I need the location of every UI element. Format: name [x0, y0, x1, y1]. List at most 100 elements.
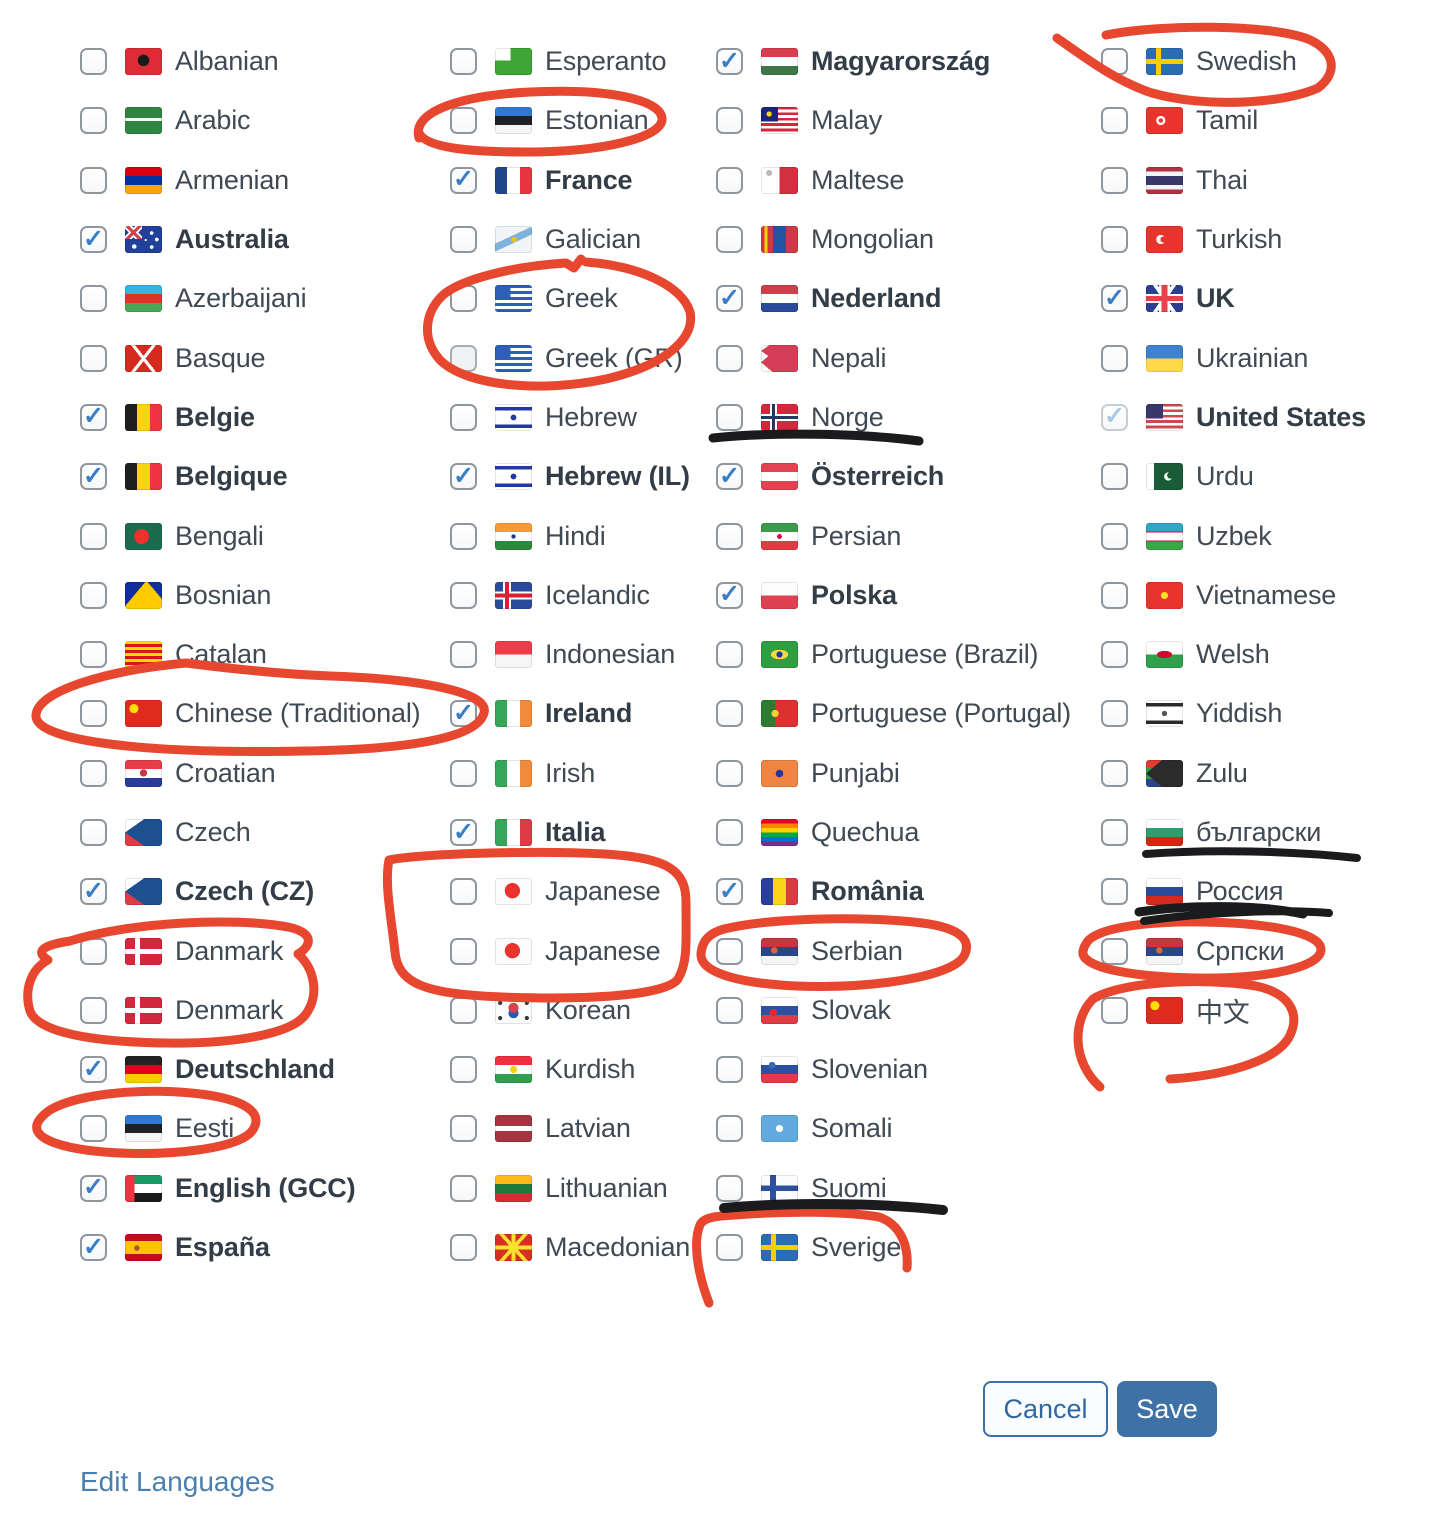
language-checkbox[interactable] — [716, 403, 743, 431]
language-checkbox[interactable] — [80, 700, 107, 728]
language-checkbox[interactable] — [1101, 344, 1128, 372]
language-checkbox[interactable] — [1101, 522, 1128, 550]
language-checkbox[interactable] — [450, 641, 477, 669]
language-checkbox[interactable] — [80, 403, 107, 431]
language-label: Magyarország — [811, 46, 991, 77]
language-checkbox[interactable] — [450, 581, 477, 609]
language-checkbox[interactable] — [80, 463, 107, 491]
language-checkbox[interactable] — [1101, 166, 1128, 194]
language-checkbox[interactable] — [716, 641, 743, 669]
language-checkbox[interactable] — [716, 819, 743, 846]
language-checkbox[interactable] — [1101, 226, 1128, 254]
edit-languages-link[interactable]: Edit Languages — [80, 1466, 275, 1497]
language-checkbox[interactable] — [1101, 641, 1128, 669]
language-checkbox[interactable] — [450, 403, 477, 431]
language-checkbox[interactable] — [80, 344, 107, 372]
language-checkbox[interactable] — [716, 48, 743, 76]
language-checkbox[interactable] — [80, 226, 107, 254]
language-checkbox[interactable] — [80, 819, 107, 846]
language-checkbox[interactable] — [716, 166, 743, 194]
save-button[interactable]: Save — [1117, 1381, 1217, 1437]
language-checkbox[interactable] — [1101, 48, 1128, 76]
language-label: Portuguese (Brazil) — [811, 639, 1039, 670]
language-checkbox[interactable] — [80, 1174, 107, 1202]
language-checkbox[interactable] — [450, 700, 477, 728]
language-checkbox[interactable] — [1101, 463, 1128, 491]
language-checkbox[interactable] — [80, 107, 107, 135]
cz-flag-icon — [125, 819, 162, 846]
language-checkbox[interactable] — [450, 522, 477, 550]
language-label: Ireland — [545, 698, 633, 729]
language-checkbox[interactable] — [716, 996, 743, 1024]
language-checkbox[interactable] — [1101, 700, 1128, 728]
language-checkbox[interactable] — [80, 759, 107, 787]
language-row: Slovak — [716, 981, 1071, 1040]
language-checkbox[interactable] — [1101, 878, 1128, 906]
language-checkbox[interactable] — [80, 1115, 107, 1143]
language-checkbox[interactable] — [1101, 759, 1128, 787]
language-checkbox[interactable] — [80, 937, 107, 965]
language-checkbox[interactable] — [450, 819, 477, 846]
language-checkbox[interactable] — [1101, 403, 1128, 431]
language-checkbox[interactable] — [450, 285, 477, 313]
rs-flag-icon — [1146, 937, 1183, 965]
language-checkbox[interactable] — [716, 107, 743, 135]
language-label: Thai — [1196, 164, 1248, 195]
language-checkbox[interactable] — [450, 996, 477, 1024]
language-label: United States — [1196, 401, 1366, 432]
language-checkbox[interactable] — [1101, 996, 1128, 1024]
language-checkbox[interactable] — [716, 226, 743, 254]
jp-flag-icon — [495, 878, 532, 906]
language-checkbox[interactable] — [80, 285, 107, 313]
language-checkbox[interactable] — [450, 463, 477, 491]
language-checkbox[interactable] — [716, 522, 743, 550]
language-checkbox[interactable] — [450, 759, 477, 787]
language-checkbox[interactable] — [450, 878, 477, 906]
yi-flag-icon — [1146, 700, 1183, 728]
language-checkbox[interactable] — [450, 937, 477, 965]
language-checkbox[interactable] — [80, 996, 107, 1024]
language-checkbox[interactable] — [1101, 937, 1128, 965]
language-checkbox[interactable] — [716, 759, 743, 787]
language-checkbox[interactable] — [716, 285, 743, 313]
language-checkbox[interactable] — [450, 1056, 477, 1084]
language-label: Maltese — [811, 164, 905, 195]
language-checkbox[interactable] — [80, 641, 107, 669]
language-checkbox[interactable] — [450, 1115, 477, 1143]
language-checkbox[interactable] — [80, 1056, 107, 1084]
language-checkbox[interactable] — [716, 937, 743, 965]
language-checkbox[interactable] — [450, 1174, 477, 1202]
language-checkbox[interactable] — [716, 700, 743, 728]
language-checkbox[interactable] — [80, 48, 107, 76]
language-checkbox[interactable] — [450, 107, 477, 135]
language-checkbox[interactable] — [716, 581, 743, 609]
language-checkbox[interactable] — [1101, 581, 1128, 609]
language-checkbox[interactable] — [1101, 107, 1128, 135]
cancel-button[interactable]: Cancel — [983, 1381, 1108, 1437]
language-label: Österreich — [811, 461, 945, 492]
hr-flag-icon — [125, 759, 162, 787]
language-checkbox[interactable] — [450, 344, 477, 372]
language-checkbox[interactable] — [80, 1234, 107, 1262]
language-row: Persian — [716, 506, 1071, 565]
language-checkbox[interactable] — [80, 166, 107, 194]
language-checkbox[interactable] — [1101, 819, 1128, 846]
language-checkbox[interactable] — [80, 581, 107, 609]
language-label: Kurdish — [545, 1054, 636, 1085]
language-checkbox[interactable] — [716, 344, 743, 372]
language-label: Australia — [175, 224, 289, 255]
language-checkbox[interactable] — [716, 1234, 743, 1262]
language-checkbox[interactable] — [80, 522, 107, 550]
language-checkbox[interactable] — [716, 1056, 743, 1084]
language-checkbox[interactable] — [450, 226, 477, 254]
language-checkbox[interactable] — [716, 1174, 743, 1202]
language-checkbox[interactable] — [80, 878, 107, 906]
language-checkbox[interactable] — [716, 463, 743, 491]
language-checkbox[interactable] — [450, 48, 477, 76]
language-checkbox[interactable] — [450, 1234, 477, 1262]
language-checkbox[interactable] — [1101, 285, 1128, 313]
language-label: Portuguese (Portugal) — [811, 698, 1071, 729]
language-checkbox[interactable] — [450, 166, 477, 194]
language-checkbox[interactable] — [716, 1115, 743, 1143]
language-checkbox[interactable] — [716, 878, 743, 906]
